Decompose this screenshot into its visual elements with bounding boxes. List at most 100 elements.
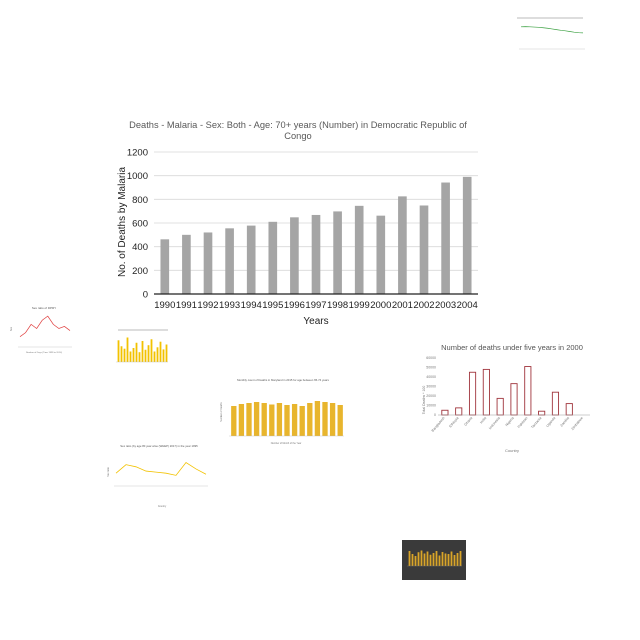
x-tick-label: 1997 bbox=[305, 300, 326, 311]
dpry-series-line bbox=[19, 315, 71, 337]
bar-13 bbox=[153, 351, 156, 362]
x-axis-label: Country bbox=[505, 448, 519, 453]
bar-2003 bbox=[441, 182, 450, 294]
bar-7 bbox=[135, 342, 138, 362]
green-series-line bbox=[520, 26, 584, 34]
bar-6 bbox=[423, 553, 426, 566]
bar-17 bbox=[165, 344, 168, 362]
bar-12 bbox=[441, 552, 444, 566]
bar-1991 bbox=[182, 234, 191, 294]
bar-11 bbox=[147, 345, 150, 362]
bar-1 bbox=[408, 551, 411, 566]
x-tick-label: 1998 bbox=[327, 300, 348, 311]
x-tick-label: 1990 bbox=[154, 300, 175, 311]
malaria-deaths-bar-chart: Deaths - Malaria - Sex: Both - Age: 70+ … bbox=[117, 120, 478, 327]
bar-3 bbox=[246, 403, 252, 436]
bar-Ghana bbox=[468, 371, 477, 416]
sex-ratio-line-chart: Sex ratio (by age 80 year wise (WHEP) 20… bbox=[107, 444, 208, 508]
bar-6 bbox=[269, 404, 275, 436]
legend-strip bbox=[517, 17, 583, 19]
x-tick-label: 1993 bbox=[219, 300, 240, 311]
y-tick-label: 1200 bbox=[127, 148, 148, 159]
bar-13 bbox=[444, 553, 447, 566]
x-axis-label: Number of Month of the Year bbox=[271, 442, 302, 445]
chart-title: Number of deaths under five years in 200… bbox=[441, 343, 583, 352]
chart-title: Sex ratio (by age 80 year wise (WHEP) 20… bbox=[120, 444, 198, 448]
bar-18 bbox=[459, 551, 462, 566]
bar-9 bbox=[141, 341, 144, 362]
bar-Bangladesh bbox=[441, 409, 449, 416]
bar-13 bbox=[322, 402, 328, 436]
y-tick-label: 10000 bbox=[426, 404, 436, 408]
x-tick-label: Zimbabwe bbox=[570, 416, 583, 431]
x-tick-label: 2002 bbox=[413, 300, 434, 311]
bar-1993 bbox=[225, 228, 234, 294]
bar-15 bbox=[337, 405, 343, 436]
y-tick-label: 600 bbox=[132, 219, 148, 230]
bar-15 bbox=[159, 341, 162, 362]
bar-14 bbox=[447, 554, 450, 566]
bar-Uganda bbox=[551, 391, 560, 416]
bar-Ethiopia bbox=[455, 407, 463, 416]
chart-title: Monthly count of Deaths in Maryland in 2… bbox=[237, 378, 329, 382]
y-axis-label: Sex bbox=[10, 326, 13, 331]
bar-8 bbox=[284, 405, 290, 436]
y-tick-label: 800 bbox=[132, 195, 148, 206]
y-tick-label: 1000 bbox=[127, 171, 148, 182]
y-axis-label: Number of Deaths bbox=[220, 401, 223, 421]
y-axis-label: Sex ratio bbox=[107, 467, 110, 477]
x-tick-label: Indonesia bbox=[488, 416, 501, 430]
x-tick-label: Tanzania bbox=[530, 416, 542, 429]
bar-11 bbox=[307, 403, 313, 436]
title-strip bbox=[118, 329, 168, 331]
bar-9 bbox=[291, 404, 298, 436]
y-tick-label: 0 bbox=[434, 413, 436, 417]
y-tick-label: 40000 bbox=[426, 375, 436, 379]
x-tick-label: 2003 bbox=[435, 300, 456, 311]
x-tick-label: Zambia bbox=[559, 416, 570, 428]
bar-1990 bbox=[160, 239, 170, 294]
x-tick-label: Pakistan bbox=[517, 416, 529, 429]
x-tick-label: Nigeria bbox=[505, 416, 515, 427]
y-tick-label: 200 bbox=[132, 266, 148, 277]
maryland-deaths-bar-chart: Monthly count of Deaths in Maryland in 2… bbox=[220, 378, 344, 445]
bar-2001 bbox=[398, 196, 407, 294]
bar-4 bbox=[417, 552, 420, 566]
bar-4 bbox=[126, 337, 129, 362]
bar-Indonesia bbox=[496, 397, 504, 416]
dark-bar-chart-thumbnail bbox=[402, 540, 466, 580]
x-tick-label: Ghana bbox=[463, 416, 473, 427]
bar-16 bbox=[162, 349, 165, 362]
bar-6 bbox=[132, 348, 135, 362]
x-tick-label: 1999 bbox=[349, 300, 370, 311]
y-tick-label: 0 bbox=[143, 290, 148, 301]
bar-17 bbox=[456, 553, 459, 566]
yellow-bar-chart-thumbnail bbox=[116, 329, 168, 363]
chart-title-line-2: Congo bbox=[284, 131, 311, 141]
bar-1992 bbox=[203, 232, 213, 294]
bar-India bbox=[482, 368, 490, 416]
bar-5 bbox=[261, 403, 267, 436]
bar-14 bbox=[156, 347, 159, 362]
bar-16 bbox=[453, 555, 456, 566]
bar-2002 bbox=[419, 205, 429, 294]
bar-1999 bbox=[354, 205, 364, 294]
x-tick-label: Uganda bbox=[545, 416, 556, 428]
bar-1 bbox=[231, 406, 237, 436]
green-line-chart-thumbnail bbox=[517, 17, 585, 50]
y-tick-label: 30000 bbox=[426, 385, 436, 389]
y-tick-label: 60000 bbox=[426, 356, 436, 360]
bar-11 bbox=[438, 555, 441, 566]
bar-3 bbox=[414, 556, 417, 566]
bar-9 bbox=[432, 553, 435, 566]
bar-2 bbox=[411, 554, 414, 566]
bar-1996 bbox=[290, 217, 299, 294]
bar-1997 bbox=[311, 214, 321, 294]
bar-5 bbox=[129, 351, 132, 362]
bar-Nigeria bbox=[510, 383, 518, 416]
x-tick-label: India bbox=[479, 416, 487, 424]
y-axis-label: No. of Deaths by Malaria bbox=[117, 167, 128, 277]
x-tick-label: 2000 bbox=[370, 300, 391, 311]
chart-title-line-1: Deaths - Malaria - Sex: Both - Age: 70+ … bbox=[129, 120, 467, 130]
bar-1 bbox=[117, 340, 120, 362]
